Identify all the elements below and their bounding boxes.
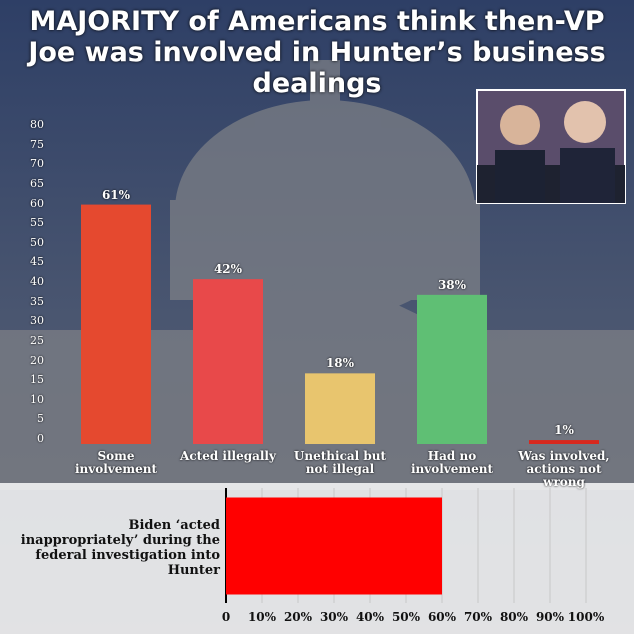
- x-tick-label: 100%: [567, 610, 605, 624]
- y-tick-label: 25: [30, 333, 44, 347]
- value-label: 38%: [437, 277, 467, 292]
- bar: [305, 373, 375, 444]
- y-tick-label: 60: [30, 196, 44, 210]
- y-tick-label: 35: [30, 294, 44, 308]
- y-tick-label: 75: [30, 137, 44, 151]
- chart-title: MAJORITY of Americans think then-VP Joe …: [28, 6, 606, 99]
- x-tick-label: 90%: [535, 610, 565, 624]
- y-tick-label: 45: [30, 255, 44, 269]
- y-tick-label: 10: [30, 392, 44, 406]
- bar: [529, 440, 599, 444]
- x-tick-label: 30%: [319, 610, 349, 624]
- bar: [81, 204, 151, 444]
- x-tick-label: Acted illegally: [180, 449, 276, 463]
- value-label: 1%: [554, 423, 574, 438]
- x-tick-label: Some involvement: [74, 449, 158, 476]
- y-tick-label: 15: [30, 373, 44, 387]
- y-tick-label: 0: [37, 432, 44, 445]
- bar: [226, 497, 442, 595]
- x-tick-label: Had no involvement: [410, 449, 494, 476]
- y-tick-label: 80: [30, 118, 44, 131]
- x-tick-label: 60%: [427, 610, 457, 624]
- y-tick-label: 5: [37, 412, 44, 426]
- y-tick-label: Biden ‘acted inappropriately’ during the…: [20, 517, 220, 578]
- bar: [417, 294, 487, 444]
- y-tick-label: 55: [30, 216, 44, 230]
- x-tick-label: 20%: [283, 610, 313, 624]
- y-tick-label: 50: [30, 235, 44, 249]
- x-tick-label: 80%: [499, 610, 529, 624]
- value-label: 18%: [325, 356, 355, 371]
- x-tick-label: Was involved, actions not wrong: [518, 449, 610, 489]
- photo-inset: [476, 89, 626, 204]
- y-tick-label: 20: [30, 353, 44, 367]
- value-label: 61%: [101, 187, 131, 202]
- y-tick-label: 30: [30, 314, 44, 328]
- x-tick-label: 10%: [247, 610, 277, 624]
- y-tick-label: 70: [30, 157, 44, 171]
- x-tick-label: 40%: [355, 610, 385, 624]
- value-label: 42%: [213, 262, 243, 277]
- x-tick-label: 50%: [391, 610, 421, 624]
- y-tick-label: 40: [30, 275, 44, 288]
- x-tick-label: 70%: [463, 610, 493, 624]
- bar: [193, 279, 263, 444]
- x-tick-label: Unethical but not illegal: [293, 449, 387, 476]
- y-tick-label: 65: [30, 176, 44, 190]
- x-tick-label: 0: [221, 610, 231, 624]
